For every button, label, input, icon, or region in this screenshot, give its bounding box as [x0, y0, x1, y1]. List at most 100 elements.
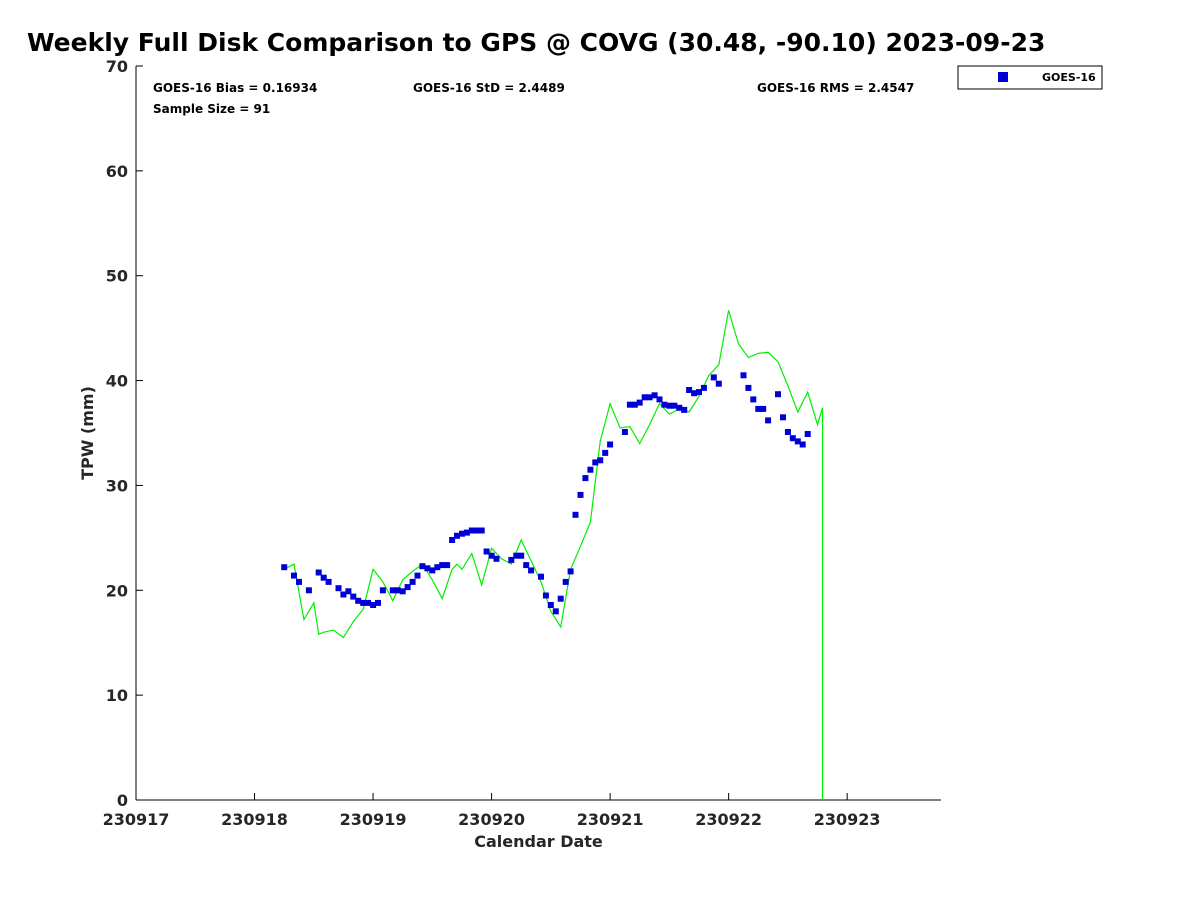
goes-point [320, 574, 327, 581]
goes-point [419, 563, 426, 570]
goes-point [636, 399, 643, 406]
goes-point [315, 569, 322, 576]
goes-series [281, 372, 811, 615]
goes-point [444, 562, 451, 569]
goes-point [760, 405, 767, 412]
gps-series [283, 310, 824, 800]
goes-point [789, 435, 796, 442]
chart-title: Weekly Full Disk Comparison to GPS @ COV… [27, 28, 1046, 57]
goes-point [463, 529, 470, 536]
goes-point [468, 527, 475, 534]
goes-point [483, 548, 490, 555]
goes-point [508, 556, 515, 563]
goes-point [345, 588, 352, 595]
goes-point [473, 527, 480, 534]
goes-point [710, 374, 717, 381]
goes-point [449, 537, 456, 543]
goes-point [582, 475, 589, 482]
goes-point [775, 391, 781, 398]
goes-point [626, 401, 633, 408]
goes-point [355, 597, 362, 604]
goes-point [700, 384, 707, 391]
goes-point [335, 585, 342, 592]
goes-point [478, 527, 485, 534]
goes-point [281, 564, 288, 571]
goes-point [557, 595, 564, 602]
goes-point [389, 587, 396, 594]
goes-point [414, 572, 421, 579]
goes-point [562, 578, 569, 585]
goes-point [379, 587, 386, 594]
goes-point [666, 402, 673, 409]
y-tick-label: 30 [106, 476, 128, 495]
legend-label-goes: GOES-16 [1042, 71, 1096, 84]
goes-point [340, 591, 347, 598]
goes-point [755, 405, 762, 412]
goes-point [518, 552, 525, 559]
y-tick-label: 60 [106, 162, 128, 181]
stats-annotations: GOES-16 Bias = 0.16934 GOES-16 StD = 2.4… [153, 81, 914, 116]
goes-point [671, 402, 678, 409]
goes-point [493, 555, 500, 562]
goes-point [360, 599, 367, 606]
goes-point [567, 568, 574, 575]
goes-point [523, 562, 530, 569]
goes-point [439, 562, 446, 569]
y-tick-label: 50 [106, 267, 128, 286]
goes-point [656, 396, 663, 403]
goes-point [780, 414, 786, 421]
axes: 230917 230918 230919 230920 230921 230922 2309… [78, 57, 941, 851]
y-axis-label: TPW (mm) [78, 386, 97, 480]
y-tick-label: 10 [106, 686, 128, 705]
goes-point [552, 608, 559, 615]
goes-point [459, 530, 465, 537]
legend: GOES-16 [957, 65, 1103, 90]
gps-line [283, 310, 824, 800]
goes-point [661, 401, 668, 408]
goes-point [691, 390, 698, 397]
goes-point [394, 587, 401, 594]
x-tick-label: 230918 [221, 810, 288, 829]
goes-point [750, 396, 757, 403]
goes-point [291, 572, 297, 579]
goes-point [375, 599, 381, 606]
goes-point [715, 380, 722, 387]
goes-point [592, 459, 599, 466]
goes-point [424, 565, 431, 572]
goes-point [681, 406, 688, 413]
goes-point [370, 602, 377, 608]
x-tick-label: 230919 [340, 810, 407, 829]
goes-point [538, 573, 544, 580]
x-tick-label: 230922 [695, 810, 762, 829]
goes-point [434, 564, 441, 571]
goes-point [784, 429, 791, 435]
x-axis-label: Calendar Date [474, 832, 603, 851]
goes-point [513, 552, 520, 559]
goes-point [365, 599, 372, 606]
goes-point [799, 441, 806, 448]
goes-point [745, 384, 752, 391]
bias-stat: GOES-16 Bias = 0.16934 [153, 81, 317, 95]
x-tick-label: 230917 [103, 810, 170, 829]
goes-point [547, 602, 554, 608]
y-tick-label: 70 [106, 57, 128, 76]
goes-point [572, 511, 579, 518]
sample-size-stat: Sample Size = 91 [153, 102, 270, 116]
legend-marker-goes [998, 72, 1008, 82]
goes-point [804, 431, 811, 437]
goes-point [765, 417, 772, 424]
goes-point [305, 587, 312, 594]
goes-point [602, 449, 609, 456]
goes-point [631, 401, 638, 408]
goes-point [404, 584, 411, 591]
y-tick-label: 20 [106, 581, 128, 600]
goes-point [607, 441, 614, 448]
goes-point [696, 389, 702, 396]
rms-stat: GOES-16 RMS = 2.4547 [757, 81, 914, 95]
x-tick-label: 230920 [458, 810, 525, 829]
goes-point [399, 588, 406, 595]
y-tick-label: 0 [117, 791, 128, 810]
goes-point [488, 552, 495, 559]
